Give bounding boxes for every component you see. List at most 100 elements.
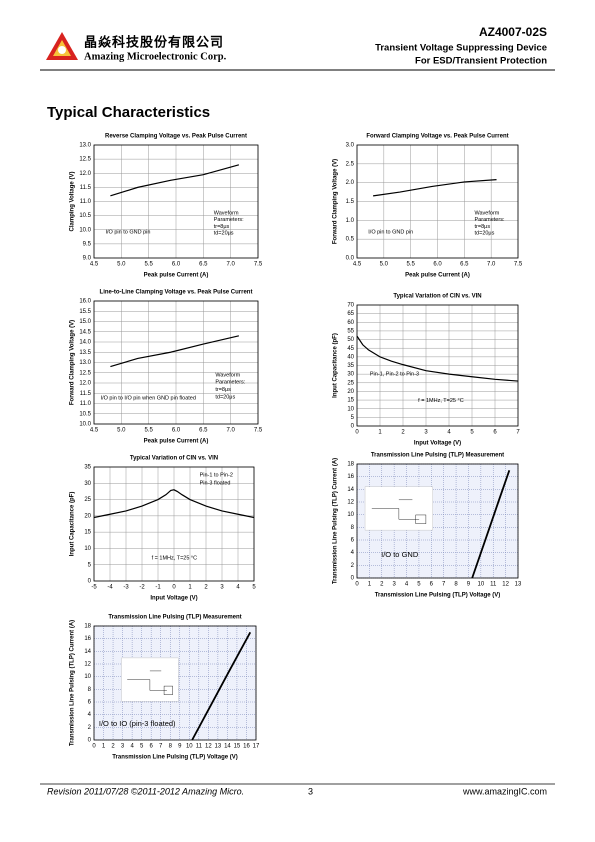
y-tick-label: 25 [84,497,91,503]
y-axis-label: Input Capacitance (pF) [333,333,339,398]
inset-circuit [127,670,167,691]
annotation: I/O pin to GND pin [105,229,150,235]
x-tick-label: 1 [368,582,372,588]
x-tick-label: 0 [355,430,359,436]
x-tick-label: 6 [430,582,434,588]
y-tick-label: 10 [347,406,354,412]
x-tick-label: 3 [392,582,396,588]
annotation: Parameters: [475,217,505,223]
inset-dut [415,514,427,524]
x-tick-label: -1 [155,585,161,591]
subtitle: For ESD/Transient Protection [415,56,547,67]
annotation: td=20μs [215,394,235,400]
x-tick-label: 5.5 [406,262,415,268]
y-tick-label: 35 [347,363,354,369]
x-tick-label: 7 [516,430,520,436]
x-axis-label: Transmission Line Pulsing (TLP) Voltage … [375,593,501,599]
y-tick-label: 13.0 [79,143,91,149]
x-tick-label: 2 [111,744,115,750]
inset-circuit [371,499,420,520]
y-tick-label: 2.0 [346,180,355,186]
annotation: Waveform [215,372,240,378]
x-axis-label: Input Voltage (V) [414,441,461,447]
data-line [110,335,240,368]
y-tick-label: 45 [347,346,354,352]
plot-frame [93,625,257,741]
x-tick-label: 8 [169,744,173,750]
x-tick-label: 7.0 [226,428,235,434]
x-tick-label: 4.5 [353,262,362,268]
data-line [373,179,497,197]
x-tick-label: 2 [401,430,405,436]
y-tick-label: 18 [347,462,354,468]
annotation: I/O pin to I/O pin when GND pin floated [101,396,196,402]
y-tick-label: 0.0 [346,256,355,262]
y-tick-label: 40 [347,354,354,360]
y-tick-label: 4 [88,712,92,718]
y-tick-label: 12.0 [79,171,91,177]
y-axis-label: Transmission Line Pulsing (TLP) Current … [333,458,339,584]
data-line [191,631,252,741]
y-tick-label: 10.5 [79,213,91,219]
x-tick-label: 5 [252,585,256,591]
x-tick-label: 12 [205,744,212,750]
y-tick-label: 12.0 [79,381,91,387]
y-tick-label: 25 [347,380,354,386]
y-tick-label: 11.5 [80,185,92,191]
x-tick-label: 7.0 [226,262,235,268]
y-tick-label: 0 [88,738,92,744]
annotation: I/O to GND [381,550,419,559]
y-tick-label: 14 [347,487,354,493]
x-tick-label: 3 [424,430,428,436]
y-tick-label: 10.0 [79,227,91,233]
y-tick-label: 18 [84,624,91,630]
y-tick-label: 0 [88,579,92,585]
y-tick-label: 2 [351,563,355,569]
chart-title: Reverse Clamping Voltage vs. Peak Pulse … [105,134,247,140]
x-tick-label: 0 [355,582,359,588]
annotation: tr=8μs [215,387,231,393]
plot-frame [93,466,255,582]
x-tick-label: 17 [253,744,260,750]
y-tick-label: 0.5 [346,237,355,243]
y-tick-label: 15.0 [79,319,91,325]
company-en: Amazing Microelectronic Corp. [84,51,227,62]
x-tick-label: -2 [139,585,145,591]
plot-frame [93,144,259,259]
y-tick-label: 12.5 [79,157,91,163]
x-tick-label: 9 [467,582,471,588]
x-tick-label: 10 [186,744,193,750]
x-tick-label: -4 [107,585,113,591]
annotation: td=20μs [214,231,234,237]
x-tick-label: 5.5 [144,262,153,268]
y-tick-label: 30 [347,372,354,378]
x-tick-label: 15 [234,744,241,750]
plot-frame [356,304,519,427]
y-tick-label: 9.5 [83,241,92,247]
x-axis-label: Peak pulse Current (A) [144,273,209,279]
data-line [471,470,511,579]
x-tick-label: 6.5 [199,262,208,268]
x-axis-label: Peak pulse Current (A) [405,273,470,279]
x-axis-label: Peak pulse Current (A) [144,439,209,445]
y-tick-label: 15.5 [79,309,91,315]
y-tick-label: 10.0 [79,422,91,428]
page-number: 3 [308,786,313,796]
y-tick-label: 10 [347,512,354,518]
company-cn: 晶焱科技股份有限公司 [84,35,224,51]
x-tick-label: -3 [123,585,129,591]
x-tick-label: 4 [447,430,451,436]
data-line [110,164,240,197]
y-tick-label: 11.0 [80,199,92,205]
x-tick-label: 5 [140,744,144,750]
data-line [93,489,255,519]
logo [46,32,78,60]
x-tick-label: 4.5 [90,262,99,268]
chart-title: Transmission Line Pulsing (TLP) Measurem… [108,615,241,621]
y-tick-label: 6 [88,700,92,706]
x-tick-label: 6 [493,430,497,436]
annotation: Pin-1, Pin-2 to Pin-3 [370,371,419,377]
y-tick-label: 65 [347,311,354,317]
y-tick-label: 1.5 [346,199,355,205]
